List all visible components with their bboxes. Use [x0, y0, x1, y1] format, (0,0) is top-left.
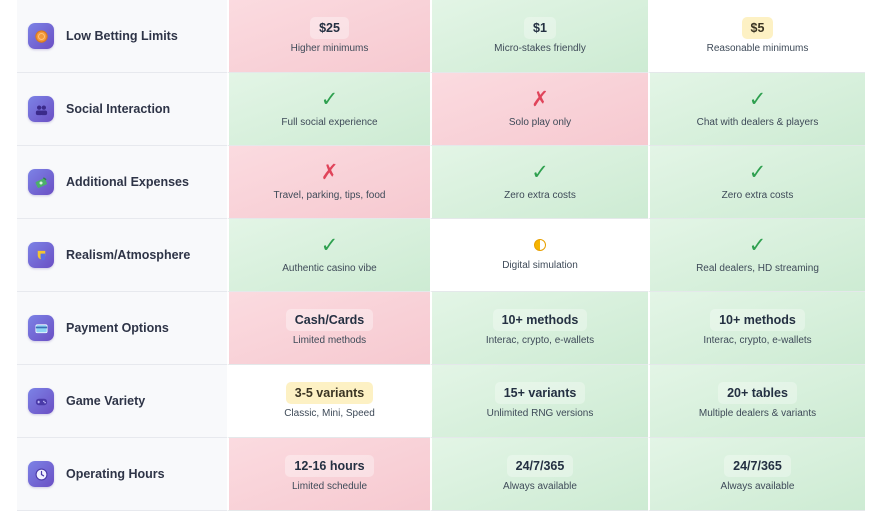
- feature-label: Game Variety: [66, 394, 146, 408]
- check-icon: ✓: [748, 159, 767, 184]
- cell-note: Interac, crypto, e-wallets: [485, 335, 595, 346]
- cell-value: 3-5 variants: [285, 382, 374, 404]
- cell-note: Always available: [720, 481, 795, 492]
- cell-note: Travel, parking, tips, food: [273, 189, 386, 201]
- land-casino-cell: ✗ Travel, parking, tips, food: [227, 146, 430, 219]
- land-casino-cell: ✓ Full social experience: [227, 73, 430, 146]
- cell-value: $1: [524, 17, 556, 39]
- cell-note: Interac, crypto, e-wallets: [703, 335, 812, 346]
- cell-value: $5: [741, 17, 774, 39]
- feature-low-betting-limits: Low Betting Limits: [17, 0, 227, 73]
- cell-note: Authentic casino vibe: [282, 262, 377, 274]
- feature-label: Operating Hours: [66, 467, 165, 481]
- online-casino-cell: 24/7/365 Always available: [430, 438, 648, 511]
- feature-operating-hours: Operating Hours: [17, 438, 227, 511]
- cell-note: Always available: [503, 481, 577, 492]
- feature-payment-options: Payment Options: [17, 292, 227, 365]
- live-dealer-cell: ✓ Real dealers, HD streaming: [648, 219, 865, 292]
- land-casino-cell: 12-16 hours Limited schedule: [227, 438, 430, 511]
- feature-game-variety: Game Variety: [17, 365, 227, 438]
- feature-label: Realism/Atmosphere: [66, 248, 191, 262]
- check-icon: ✓: [320, 232, 339, 257]
- clock-icon: [28, 461, 54, 487]
- feature-label: Social Interaction: [66, 102, 171, 116]
- coin-icon: [28, 23, 54, 49]
- live-dealer-cell: ✓ Chat with dealers & players: [648, 73, 865, 146]
- gamepad-icon: [28, 388, 54, 414]
- check-icon: ✓: [748, 86, 767, 111]
- feature-realism-atmosphere: Realism/Atmosphere: [17, 219, 227, 292]
- cell-note: Classic, Mini, Speed: [284, 408, 375, 419]
- cell-value: 10+ methods: [710, 309, 805, 331]
- cell-value: 10+ methods: [492, 309, 588, 331]
- live-dealer-cell: 20+ tables Multiple dealers & variants: [648, 365, 865, 438]
- land-casino-cell: Cash/Cards Limited methods: [227, 292, 430, 365]
- cell-note: Limited methods: [292, 335, 367, 346]
- feature-additional-expenses: Additional Expenses: [17, 146, 227, 219]
- online-casino-cell: 15+ variants Unlimited RNG versions: [430, 365, 648, 438]
- cell-note: Limited schedule: [291, 481, 368, 492]
- feature-label: Payment Options: [66, 321, 169, 335]
- land-casino-cell: ✓ Authentic casino vibe: [227, 219, 430, 292]
- online-casino-cell: Digital simulation: [430, 219, 648, 292]
- live-dealer-cell: 24/7/365 Always available: [648, 438, 865, 511]
- credit-card-icon: [28, 315, 54, 341]
- cell-note: Real dealers, HD streaming: [696, 262, 819, 274]
- feature-social-interaction: Social Interaction: [17, 73, 227, 146]
- live-dealer-cell: ✓ Zero extra costs: [648, 146, 865, 219]
- cell-value: $25: [310, 17, 349, 39]
- cell-note: Higher minimums: [290, 43, 369, 54]
- cell-note: Chat with dealers & players: [696, 116, 819, 128]
- cell-value: Cash/Cards: [285, 309, 374, 331]
- online-casino-cell: ✗ Solo play only: [430, 73, 648, 146]
- cell-value: 20+ tables: [718, 382, 797, 404]
- online-casino-cell: ✓ Zero extra costs: [430, 146, 648, 219]
- comparison-table: Low Betting Limits $25 Higher minimums $…: [17, 0, 865, 512]
- money-icon: [28, 169, 54, 195]
- cell-note: Reasonable minimums: [706, 43, 809, 54]
- feature-label: Low Betting Limits: [66, 29, 178, 43]
- mask-icon: [28, 242, 54, 268]
- cell-note: Digital simulation: [502, 259, 578, 271]
- check-icon: ✓: [320, 86, 339, 111]
- live-dealer-cell: 10+ methods Interac, crypto, e-wallets: [648, 292, 865, 365]
- cell-value: 15+ variants: [494, 382, 586, 404]
- online-casino-cell: 10+ methods Interac, crypto, e-wallets: [430, 292, 648, 365]
- cell-note: Multiple dealers & variants: [698, 408, 817, 419]
- people-icon: [28, 96, 54, 122]
- cross-icon: ✗: [531, 86, 549, 111]
- cell-note: Zero extra costs: [504, 189, 576, 201]
- cell-note: Unlimited RNG versions: [486, 408, 594, 419]
- feature-label: Additional Expenses: [66, 175, 189, 189]
- check-icon: ✓: [748, 232, 767, 257]
- online-casino-cell: $1 Micro-stakes friendly: [430, 0, 648, 73]
- cell-note: Micro-stakes friendly: [494, 43, 586, 54]
- cell-value: 12-16 hours: [285, 455, 374, 477]
- cell-note: Solo play only: [508, 116, 572, 128]
- cell-value: 24/7/365: [724, 455, 791, 477]
- cell-note: Zero extra costs: [721, 189, 794, 201]
- half-circle-icon: [534, 238, 546, 251]
- live-dealer-cell: $5 Reasonable minimums: [648, 0, 865, 73]
- check-icon: ✓: [531, 159, 549, 184]
- cell-value: 24/7/365: [506, 455, 574, 477]
- land-casino-cell: 3-5 variants Classic, Mini, Speed: [227, 365, 430, 438]
- cell-note: Full social experience: [281, 116, 378, 128]
- cross-icon: ✗: [320, 159, 339, 184]
- land-casino-cell: $25 Higher minimums: [227, 0, 430, 73]
